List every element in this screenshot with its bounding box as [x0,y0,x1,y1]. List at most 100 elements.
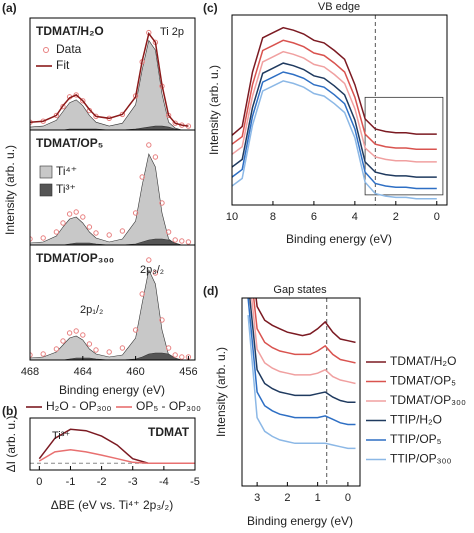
data-point [93,347,99,353]
x-tick-label: 456 [179,366,197,378]
component-area [30,153,189,245]
y-axis-label: ΔI (arb. u.) [4,416,18,473]
y-axis-label: Intensity (arb. u.) [207,65,221,155]
data-point [119,228,126,234]
series-line [30,31,189,127]
data-point [60,220,66,226]
series-line [247,298,356,426]
data-point [132,327,139,333]
data-point [172,352,178,358]
panel-label: (d) [203,284,218,298]
y-axis-label: Intensity (arb. u.) [3,145,17,235]
data-point [66,211,73,217]
series-line [38,448,195,464]
legend-label: Ti⁴⁺ [56,164,77,178]
x-axis-label: Binding energy (eV) [247,514,353,528]
x-tick-label: -3 [128,476,138,488]
x-tick-label: 2 [393,211,399,223]
x-tick-label: 1 [315,492,321,504]
data-point [40,351,46,357]
series-line [232,26,437,136]
frame [231,14,448,206]
annotation: Ti³⁺ [52,430,70,442]
chart-title: TDMAT/OP₃₀₀ [36,251,114,265]
annotation: 2p₃/₂ [140,264,164,276]
chart-title: VB edge [318,1,360,13]
data-point [30,236,33,242]
x-tick-label: 8 [270,211,276,223]
x-tick-label: -2 [97,476,107,488]
legend-label: TTIP/H₂O [390,413,442,427]
chart-title: Gap states [273,284,327,296]
data-point [93,230,99,236]
chart-title: TDMAT/H₂O [36,24,104,38]
series-line [232,62,437,178]
x-tick-label: 0 [434,211,440,223]
component-area [30,269,189,360]
frame [241,297,361,487]
x-tick-label: 464 [74,366,92,378]
x-tick-label: 0 [36,476,42,488]
region-box [364,96,444,196]
data-point [185,239,192,245]
panel-label: (c) [203,1,218,15]
frame [29,244,196,361]
data-point [30,352,33,358]
annotation: TDMAT [148,425,190,439]
data-point [159,317,165,323]
data-point [165,345,172,351]
data-point [80,98,86,104]
data-point [159,200,165,206]
legend-label: TDMAT/OP₃₀₀ [390,393,466,407]
x-tick-label: -1 [66,476,76,488]
x-tick-label: 460 [126,366,144,378]
data-point [53,229,60,235]
data-point [165,229,172,235]
data-point [53,346,60,352]
y-axis-label: Intensity (arb. u.) [214,347,228,437]
series-line [232,50,437,163]
legend-label: TDMAT/H₂O [390,354,456,368]
legend-label: TTIP/OP₅ [390,432,442,446]
legend-symbol [43,47,49,53]
legend-label: Ti³⁺ [56,182,76,196]
annotation: Ti 2p [160,26,184,38]
legend-label: TDMAT/OP₅ [390,374,456,388]
data-point [60,103,66,110]
plot-area [232,15,444,205]
legend-symbol [39,165,53,179]
x-tick-label: 10 [226,211,238,223]
data-point [66,330,73,336]
series-line [252,298,356,364]
plot-area [30,29,192,130]
plot-area [247,298,356,486]
series-line [232,80,437,200]
data-point [106,349,112,355]
data-point [172,237,178,243]
panel-label: (b) [2,404,17,418]
data-point [73,209,79,215]
data-point [73,328,79,334]
data-point [139,174,145,180]
x-tick-label: 4 [352,211,358,223]
data-point [146,257,152,263]
data-point [132,210,139,216]
data-point [146,142,152,148]
data-point [119,345,126,351]
legend-label: H₂O - OP₃₀₀ [46,399,112,413]
x-tick-label: 0 [345,492,351,504]
data-point [80,214,86,220]
component-area [30,39,189,130]
data-point [179,238,185,244]
data-point [40,235,46,241]
data-point [86,224,93,230]
x-tick-label: 468 [21,366,39,378]
x-axis-label: Binding energy (eV) [59,383,165,397]
x-tick-label: 3 [254,492,260,504]
legend-label: Fit [56,58,70,72]
data-point [139,291,145,297]
x-axis-label: ΔBE (eV vs. Ti⁴⁺ 2p₃/₂) [51,498,173,512]
data-point [53,112,60,119]
x-tick-label: 2 [284,492,290,504]
